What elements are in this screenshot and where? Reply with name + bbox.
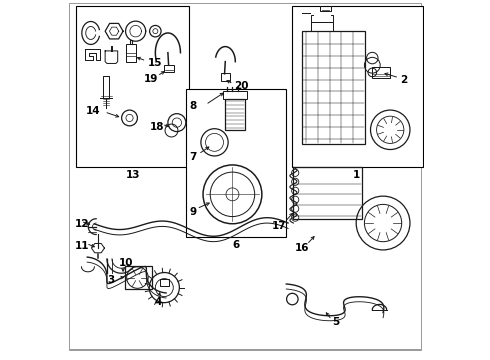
Bar [225, 99, 245, 130]
Bar [76, 6, 190, 167]
Text: 7: 7 [189, 152, 196, 162]
Text: 4: 4 [155, 297, 162, 307]
Bar [186, 89, 286, 237]
Bar [372, 67, 390, 78]
Text: 5: 5 [332, 318, 339, 327]
Bar [220, 73, 230, 81]
Bar [125, 266, 152, 289]
Text: 11: 11 [74, 241, 89, 251]
Text: 13: 13 [126, 170, 140, 180]
Bar [164, 64, 173, 72]
Bar [292, 6, 422, 167]
Text: 15: 15 [147, 58, 162, 68]
Text: 8: 8 [189, 102, 196, 112]
Bar [126, 44, 136, 62]
Text: 19: 19 [144, 73, 158, 84]
Text: 12: 12 [74, 219, 89, 229]
Text: 10: 10 [119, 258, 133, 268]
Bar [160, 279, 169, 286]
Text: 20: 20 [234, 81, 249, 91]
Text: 1: 1 [353, 170, 361, 180]
Bar [311, 22, 333, 31]
Text: 9: 9 [189, 207, 196, 217]
Bar [294, 167, 362, 220]
Text: 14: 14 [86, 106, 101, 116]
Text: 17: 17 [272, 221, 287, 230]
Bar [223, 91, 247, 99]
Text: 6: 6 [232, 239, 240, 249]
Text: 3: 3 [107, 275, 114, 285]
Text: 18: 18 [149, 122, 164, 132]
Text: 16: 16 [294, 243, 309, 253]
Bar [302, 31, 365, 144]
Text: 2: 2 [400, 75, 407, 85]
